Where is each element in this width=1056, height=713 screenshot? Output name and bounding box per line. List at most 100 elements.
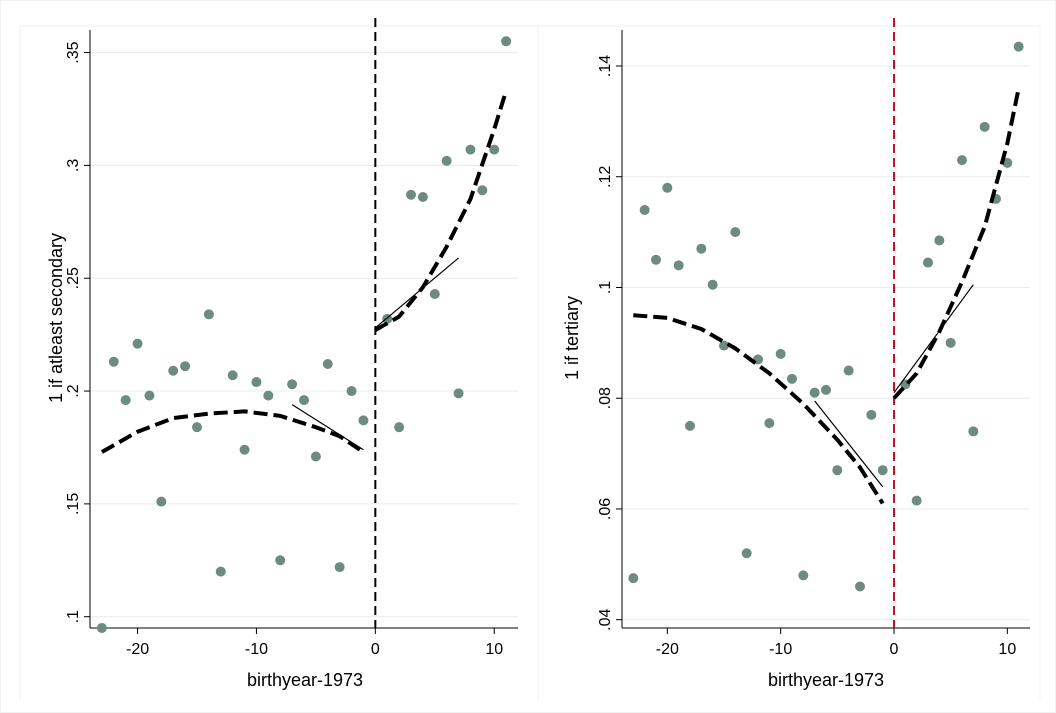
- data-point: [639, 204, 650, 215]
- y-tick-label: .25: [65, 267, 82, 289]
- data-point: [923, 257, 933, 268]
- data-point: [809, 387, 820, 398]
- data-point: [685, 420, 695, 431]
- y-axis-title: 1 if tertiary: [562, 296, 582, 380]
- data-point: [1002, 157, 1013, 168]
- data-point: [227, 370, 238, 381]
- data-point: [764, 418, 775, 429]
- data-point: [334, 562, 345, 573]
- data-point: [168, 365, 179, 376]
- x-tick-label: -20: [656, 641, 679, 658]
- linear-fit-line: [893, 284, 974, 394]
- data-point: [877, 465, 888, 476]
- data-point: [299, 395, 309, 406]
- data-point: [417, 191, 428, 202]
- data-point: [203, 309, 214, 320]
- y-tick-label: .12: [597, 166, 614, 188]
- data-point: [453, 388, 464, 399]
- data-point: [696, 243, 707, 254]
- data-point: [477, 185, 488, 196]
- panel-tertiary: .04 .06 .08 .1 .12 .14 -20 -10 0 10 birthyear-1973…: [562, 18, 1030, 690]
- quadratic-fit-line: [100, 409, 365, 454]
- data-point: [406, 189, 416, 200]
- y-tick-label: .35: [65, 41, 82, 63]
- data-point: [843, 365, 854, 376]
- linear-fit-line: [374, 257, 459, 329]
- data-point: [934, 235, 945, 246]
- data-point: [979, 121, 990, 132]
- x-tick-label: 0: [371, 641, 380, 658]
- y-tick-label: .1: [597, 281, 614, 294]
- panel-secondary: .1 .15 .2 .25 .3 .35 -20 -10 0 10 birthyear-1973 1 …: [46, 18, 518, 690]
- data-point: [957, 155, 967, 166]
- data-point: [651, 254, 661, 265]
- data-point: [429, 289, 440, 300]
- data-point: [156, 496, 167, 507]
- data-point: [1013, 41, 1024, 52]
- y-tick-label: .3: [65, 159, 82, 172]
- data-point: [180, 361, 191, 372]
- data-point: [120, 395, 131, 406]
- y-tick-label: .08: [597, 387, 614, 409]
- data-point: [832, 465, 843, 476]
- data-point: [707, 279, 718, 290]
- quadratic-fit-line: [892, 87, 1021, 400]
- data-point: [855, 581, 865, 592]
- y-axis-title: 1 if atleast secondary: [46, 233, 66, 403]
- data-point: [968, 426, 979, 437]
- data-point: [263, 390, 274, 401]
- x-tick-label: 10: [485, 641, 503, 658]
- x-tick-label: -10: [245, 641, 268, 658]
- data-point: [821, 384, 831, 395]
- data-point: [239, 444, 250, 455]
- y-tick-label: .06: [597, 498, 614, 520]
- data-point: [775, 348, 786, 359]
- y-tick-label: .2: [65, 384, 82, 397]
- data-point: [441, 155, 452, 166]
- linear-fit-line: [291, 404, 364, 451]
- data-point: [911, 495, 922, 506]
- y-tick-label: .15: [65, 493, 82, 515]
- data-point: [489, 144, 500, 155]
- x-tick-label: -10: [769, 641, 792, 658]
- linear-fit-line: [814, 400, 884, 488]
- data-point: [798, 570, 809, 581]
- data-point: [394, 422, 405, 433]
- data-point: [465, 144, 476, 155]
- data-point: [501, 36, 512, 47]
- data-point: [192, 422, 202, 433]
- data-point: [945, 337, 956, 348]
- quadratic-fit-line: [374, 90, 509, 332]
- data-point: [287, 379, 298, 390]
- data-point: [628, 573, 639, 584]
- quadratic-fit-line: [633, 313, 885, 505]
- x-axis-title: birthyear-1973: [768, 670, 884, 690]
- data-point: [346, 386, 357, 397]
- data-point: [787, 373, 797, 384]
- data-point: [358, 415, 369, 426]
- data-point: [132, 338, 143, 349]
- data-point: [322, 358, 333, 369]
- data-point: [144, 390, 155, 401]
- y-tick-label: .1: [65, 610, 82, 623]
- data-point: [96, 623, 107, 633]
- data-point: [730, 227, 741, 238]
- y-tick-label: .04: [597, 608, 614, 630]
- data-point: [108, 356, 119, 367]
- data-point: [215, 566, 226, 577]
- data-point: [310, 451, 321, 462]
- data-point: [866, 409, 877, 420]
- data-point: [275, 555, 286, 566]
- data-point: [719, 340, 729, 351]
- data-point: [741, 548, 752, 559]
- data-point: [662, 182, 673, 193]
- x-tick-label: -20: [126, 641, 149, 658]
- data-point: [673, 260, 684, 271]
- x-axis-title: birthyear-1973: [247, 670, 363, 690]
- y-tick-label: .14: [597, 55, 614, 77]
- x-tick-label: 10: [998, 641, 1016, 658]
- data-point: [251, 377, 262, 388]
